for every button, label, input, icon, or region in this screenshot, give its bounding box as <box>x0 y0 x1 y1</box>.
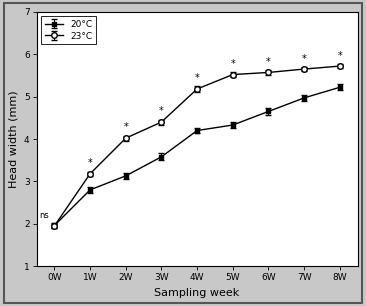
Text: *: * <box>159 106 164 116</box>
Legend: 20°C, 23°C: 20°C, 23°C <box>41 16 96 44</box>
Text: *: * <box>302 54 307 64</box>
Text: *: * <box>337 50 342 61</box>
X-axis label: Sampling week: Sampling week <box>154 288 240 298</box>
Text: ns: ns <box>39 211 49 220</box>
Y-axis label: Head width (mm): Head width (mm) <box>8 90 18 188</box>
Text: *: * <box>231 59 235 69</box>
Text: *: * <box>195 73 199 83</box>
Text: *: * <box>88 158 93 168</box>
Text: *: * <box>123 122 128 132</box>
Text: *: * <box>266 57 271 67</box>
